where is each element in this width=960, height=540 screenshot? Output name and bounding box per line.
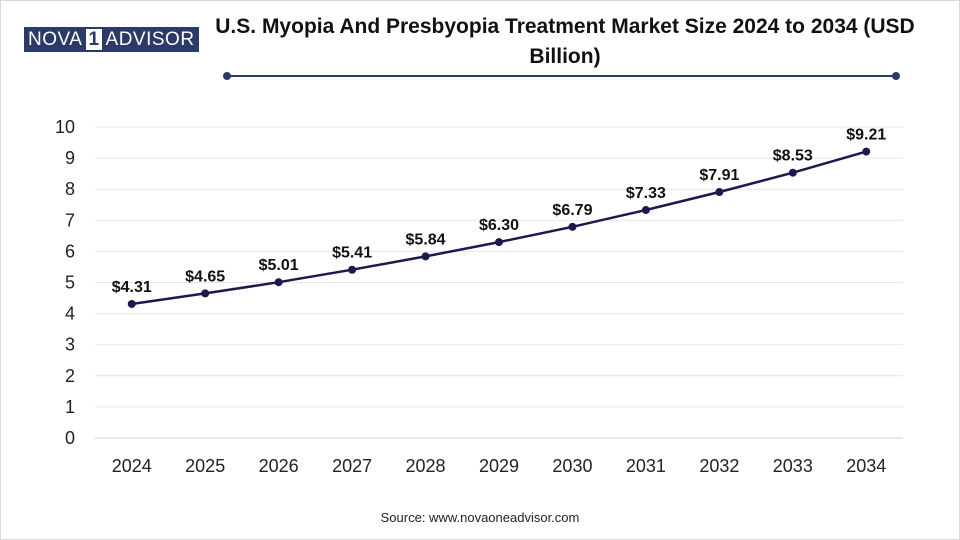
- y-tick-label: 1: [65, 397, 75, 417]
- title-underline-decoration: [223, 72, 900, 80]
- brand-logo-part2: ADVISOR: [101, 27, 199, 52]
- data-point: [421, 252, 430, 261]
- series-market-size: [127, 147, 871, 308]
- y-tick-label: 10: [55, 117, 75, 137]
- x-tick-label: 2033: [773, 456, 813, 476]
- x-tick-label: 2025: [185, 456, 225, 476]
- x-axis-ticks: 2024 2025 2026 2027 2028 2029 2030 2031 2032 2033…: [112, 456, 887, 476]
- x-tick-label: 2032: [699, 456, 739, 476]
- y-tick-label: 3: [65, 335, 75, 355]
- data-label: $4.31: [112, 279, 152, 296]
- x-tick-label: 2034: [846, 456, 886, 476]
- data-point: [715, 187, 724, 196]
- x-tick-label: 2024: [112, 456, 152, 476]
- data-label: $7.33: [626, 185, 666, 202]
- data-point: [568, 222, 577, 231]
- data-point: [274, 278, 283, 287]
- brand-logo-mark: 1: [86, 27, 102, 52]
- y-tick-label: 7: [65, 210, 75, 230]
- brand-logo: NOVA 1 ADVISOR: [24, 27, 199, 52]
- y-tick-label: 4: [65, 304, 75, 324]
- y-tick-label: 5: [65, 273, 75, 293]
- y-tick-label: 8: [65, 179, 75, 199]
- data-point: [127, 299, 136, 308]
- y-tick-label: 0: [65, 428, 75, 448]
- data-label: $5.41: [332, 245, 372, 262]
- data-point: [201, 289, 210, 298]
- y-tick-label: 9: [65, 148, 75, 168]
- x-tick-label: 2026: [259, 456, 299, 476]
- brand-logo-part1: NOVA: [24, 27, 87, 52]
- title-underline-dot-left: [223, 72, 231, 80]
- data-label: $6.30: [479, 217, 519, 234]
- data-label: $8.53: [773, 148, 813, 165]
- data-point: [495, 238, 503, 247]
- data-point: [348, 265, 357, 274]
- data-label: $7.91: [699, 167, 739, 184]
- x-tick-label: 2030: [552, 456, 592, 476]
- y-axis-ticks: 0 1 2 3 4 5 6 7 8 9 10: [55, 117, 75, 448]
- data-labels: $4.31 $4.65 $5.01 $5.41 $5.84 $6.30 $6.79 $7.33…: [112, 127, 887, 296]
- chart-title: U.S. Myopia And Presbyopia Treatment Mar…: [215, 15, 915, 68]
- data-label: $6.79: [552, 202, 592, 219]
- source-note: Source: www.novaoneadvisor.com: [380, 510, 580, 525]
- y-tick-label: 2: [65, 366, 75, 386]
- x-tick-label: 2031: [626, 456, 666, 476]
- x-tick-label: 2027: [332, 456, 372, 476]
- x-tick-label: 2029: [479, 456, 519, 476]
- x-tick-label: 2028: [406, 456, 446, 476]
- gridlines: [95, 126, 903, 439]
- data-label: $5.84: [406, 231, 446, 248]
- title-underline-dot-right: [892, 72, 900, 80]
- data-point: [862, 147, 871, 156]
- data-point: [641, 206, 650, 215]
- y-tick-label: 6: [65, 241, 75, 261]
- data-label: $5.01: [259, 257, 299, 274]
- data-point: [788, 168, 797, 177]
- data-label: $9.21: [846, 127, 886, 144]
- data-label: $4.65: [185, 268, 225, 285]
